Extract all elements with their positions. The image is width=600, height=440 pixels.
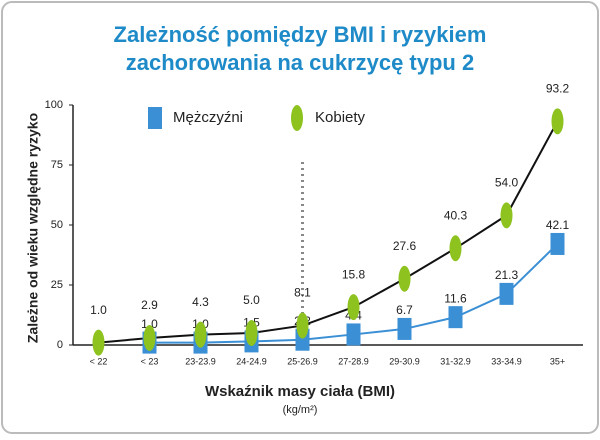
legend-marker: [148, 107, 162, 129]
data-point: [143, 325, 156, 352]
data-point: [500, 202, 513, 229]
chart-title: zachorowania na cukrzycę typu 2: [126, 50, 474, 75]
chart-title: Zależność pomiędzy BMI i ryzykiem: [114, 22, 487, 47]
y-tick-label: 50: [51, 219, 63, 231]
data-label: 21.3: [495, 268, 519, 282]
data-label: 42.1: [546, 218, 570, 232]
x-tick-label: 29-30.9: [389, 356, 420, 366]
x-tick-label: < 23: [141, 356, 159, 366]
data-point: [92, 329, 105, 356]
data-point: [346, 323, 361, 346]
data-label: 5.0: [243, 293, 260, 307]
data-point: [397, 317, 412, 340]
y-tick-label: 0: [57, 339, 63, 351]
x-tick-label: 23-23.9: [185, 356, 216, 366]
x-tick-label: 33-34.9: [491, 356, 522, 366]
data-label: 6.7: [396, 303, 413, 317]
data-label: 27.6: [393, 239, 417, 253]
data-point: [296, 312, 309, 339]
data-label: 15.8: [342, 267, 366, 281]
data-label: 4.3: [192, 295, 209, 309]
data-point: [499, 282, 514, 305]
x-tick-label: 27-28.9: [338, 356, 369, 366]
x-tick-label: 35+: [550, 356, 565, 366]
x-axis-label: Wskaźnik masy ciała (BMI): [205, 383, 395, 400]
data-label: 54.0: [495, 176, 519, 190]
x-tick-label: 31-32.9: [440, 356, 471, 366]
legend-label: Mężczyźni: [173, 109, 243, 126]
data-point: [194, 321, 207, 348]
data-point: [551, 108, 564, 135]
data-label: 93.2: [546, 81, 570, 95]
x-axis-unit: (kg/m²): [283, 404, 318, 416]
x-tick-label: 25-26.9: [287, 356, 318, 366]
data-label: 1.0: [141, 317, 158, 331]
data-label: 40.3: [444, 208, 468, 222]
data-label: 11.6: [444, 291, 467, 305]
data-point: [347, 294, 360, 321]
y-axis-label: Zależne od wieku względne ryzyko: [25, 113, 41, 343]
data-point: [550, 232, 565, 255]
data-label: 2.9: [141, 298, 158, 312]
data-label: 1.0: [90, 303, 107, 317]
x-tick-label: 24-24.9: [236, 356, 267, 366]
x-tick-label: < 22: [90, 356, 108, 366]
legend-marker: [291, 105, 303, 131]
y-tick-label: 75: [51, 159, 63, 171]
data-label: 8.1: [294, 286, 311, 300]
data-point: [245, 320, 258, 346]
data-point: [398, 265, 411, 292]
data-point: [449, 235, 462, 262]
legend-label: Kobiety: [315, 109, 366, 126]
y-tick-label: 100: [45, 99, 63, 111]
y-tick-label: 25: [51, 279, 63, 291]
data-point: [448, 306, 463, 329]
series-line: [98, 120, 559, 344]
